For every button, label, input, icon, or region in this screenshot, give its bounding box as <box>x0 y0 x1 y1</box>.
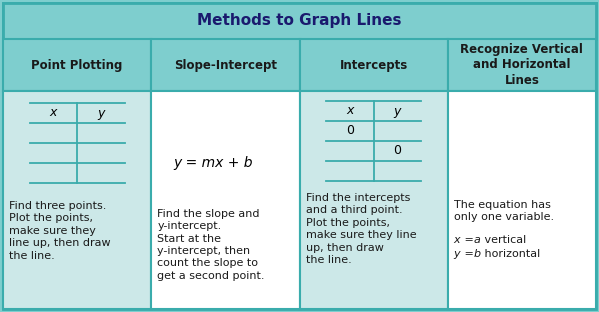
Text: Find the slope and
y-intercept.
Start at the
y-intercept, then
count the slope t: Find the slope and y-intercept. Start at… <box>158 209 265 281</box>
Text: 0: 0 <box>346 124 354 138</box>
Text: y: y <box>454 249 461 259</box>
Text: Find three points.
Plot the points,
make sure they
line up, then draw
the line.: Find three points. Plot the points, make… <box>9 201 111 261</box>
Text: y: y <box>97 106 105 119</box>
Text: x: x <box>454 235 461 245</box>
Text: x: x <box>346 105 353 118</box>
Text: b: b <box>474 249 481 259</box>
Text: y = mx + b: y = mx + b <box>174 156 253 170</box>
Bar <box>3 39 152 91</box>
Text: x: x <box>50 106 57 119</box>
Text: horizontal: horizontal <box>481 249 540 259</box>
Text: Intercepts: Intercepts <box>340 59 408 71</box>
Text: Point Plotting: Point Plotting <box>31 59 123 71</box>
Bar <box>152 39 300 91</box>
Text: 0: 0 <box>394 144 401 158</box>
Text: Find the intercepts
and a third point.
Plot the points,
make sure they line
up, : Find the intercepts and a third point. P… <box>305 193 416 265</box>
Text: a: a <box>474 235 480 245</box>
Text: Methods to Graph Lines: Methods to Graph Lines <box>197 13 402 28</box>
Text: vertical: vertical <box>481 235 526 245</box>
Text: Recognize Vertical
and Horizontal
Lines: Recognize Vertical and Horizontal Lines <box>461 42 583 87</box>
Bar <box>447 39 596 91</box>
Bar <box>3 3 596 39</box>
Text: =: = <box>461 235 477 245</box>
Text: y: y <box>394 105 401 118</box>
Text: =: = <box>461 249 477 259</box>
Bar <box>300 39 447 91</box>
Text: The equation has
only one variable.: The equation has only one variable. <box>454 200 554 222</box>
Bar <box>3 91 152 309</box>
Text: Slope-Intercept: Slope-Intercept <box>174 59 277 71</box>
Bar <box>152 91 300 309</box>
Bar <box>300 91 447 309</box>
Bar <box>447 91 596 309</box>
